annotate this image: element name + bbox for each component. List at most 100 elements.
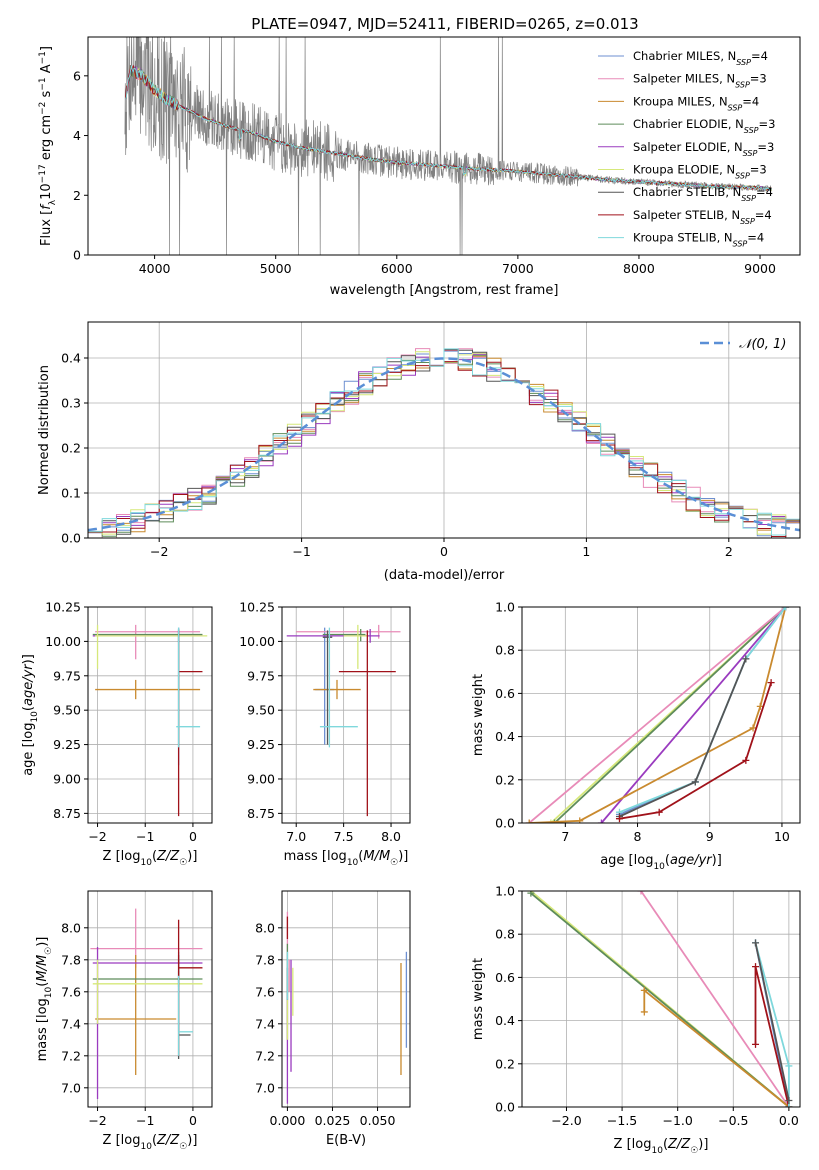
x-tick-label: 0.025 bbox=[315, 1113, 351, 1128]
model-spectrum-kroupa-stelib bbox=[125, 65, 773, 191]
x-axis-label: Z [log10(Z/Z☉)] bbox=[103, 849, 198, 868]
spectrum-legend: Chabrier MILES, NSSP=4 Salpeter MILES, NS… bbox=[598, 49, 775, 248]
x-tick-label: 8.0 bbox=[381, 829, 401, 844]
y-tick-label: 7.6 bbox=[255, 984, 275, 999]
mass-weight-marker bbox=[550, 819, 558, 823]
y-tick-label: 7.2 bbox=[61, 1048, 81, 1063]
mass-weight-marker bbox=[525, 819, 533, 823]
y-tick-label: 7.0 bbox=[61, 1080, 81, 1095]
x-tick-label: 9 bbox=[706, 829, 714, 844]
errorbar-salpeter-stelib bbox=[177, 630, 203, 817]
mass-weight-marker bbox=[752, 963, 760, 971]
x-axis-label: mass [log10(M/M☉)] bbox=[284, 849, 409, 868]
mass-weight-marker bbox=[637, 891, 645, 895]
errorbar-kroupa-miles bbox=[313, 679, 361, 700]
axes-frame bbox=[521, 890, 801, 1108]
figure-title: PLATE=0947, MJD=52411, FIBERID=0265, z=0… bbox=[251, 15, 638, 33]
y-tick-label: 0.0 bbox=[495, 1100, 515, 1115]
errorbar-salpeter-miles bbox=[296, 624, 401, 639]
residual-hist-kroupa-stelib bbox=[88, 348, 800, 536]
x-tick-label: 0 bbox=[189, 1113, 197, 1128]
legend-entry-kroupa-miles: Kroupa MILES, NSSP=4 bbox=[633, 94, 759, 112]
axes-frame bbox=[281, 890, 411, 1108]
y-tick-label: 0.6 bbox=[495, 970, 515, 985]
y-axis-label: Flux [fλ10−17 erg cm−2 s−1 A−1] bbox=[38, 46, 58, 246]
x-tick-label: 4000 bbox=[139, 261, 171, 276]
y-tick-label: 7.4 bbox=[61, 1016, 81, 1031]
x-tick-label: 0 bbox=[189, 829, 197, 844]
legend-entry-kroupa-stelib: Kroupa STELIB, NSSP=4 bbox=[633, 231, 764, 249]
y-axis-label: age [log10(age/yr)] bbox=[21, 654, 40, 776]
mass-weight-line-salpeter-stelib bbox=[619, 682, 772, 820]
y-tick-label: 7.2 bbox=[255, 1048, 275, 1063]
mass-weight-line-chabrier-stelib bbox=[619, 658, 747, 818]
x-axis-label: (data-model)/error bbox=[384, 568, 505, 583]
y-tick-label: 1.0 bbox=[495, 884, 515, 899]
x-tick-label: 7.5 bbox=[334, 829, 354, 844]
y-tick-label: 0.3 bbox=[61, 396, 81, 411]
errorbar-salpeter-elodie bbox=[92, 947, 203, 1099]
y-tick-label: 8.0 bbox=[255, 920, 275, 935]
x-tick-label: −2.0 bbox=[551, 1113, 581, 1128]
age-vs-mass-plot-area bbox=[286, 624, 401, 817]
massweight-vs-age-axes bbox=[522, 606, 800, 824]
legend-entry-chabrier-miles: Chabrier MILES, NSSP=4 bbox=[633, 49, 768, 67]
errorbar-kroupa-miles bbox=[95, 679, 201, 700]
x-tick-label: 0.050 bbox=[360, 1113, 396, 1128]
x-axis-label: E(B-V) bbox=[326, 1133, 366, 1148]
y-tick-label: 9.25 bbox=[247, 737, 275, 752]
legend-entry-salpeter-elodie: Salpeter ELODIE, NSSP=3 bbox=[633, 140, 774, 158]
x-tick-label: −2 bbox=[88, 829, 106, 844]
y-axis-label: mass [log10(M/M☉)] bbox=[35, 937, 54, 1062]
legend-entry-salpeter-stelib: Salpeter STELIB, NSSP=4 bbox=[633, 208, 772, 226]
x-axis-label: wavelength [Angstrom, rest frame] bbox=[330, 283, 559, 298]
mass-weight-marker bbox=[752, 1040, 760, 1048]
spectrum-frame: 4000 5000 6000 7000 8000 9000 0 2 4 6 Chabrier MIL… bbox=[38, 36, 801, 298]
y-axis-label: mass weight bbox=[471, 674, 486, 756]
y-tick-label: 0.1 bbox=[61, 486, 81, 501]
mass-weight-marker bbox=[742, 756, 750, 764]
axes-frame bbox=[87, 606, 213, 824]
x-tick-label: 0.0 bbox=[779, 1113, 799, 1128]
y-tick-label: 9.50 bbox=[53, 703, 81, 718]
y-tick-label: 0.4 bbox=[495, 729, 515, 744]
x-axis-label: Z [log10(Z/Z☉)] bbox=[614, 1137, 709, 1156]
y-tick-label: 0.4 bbox=[495, 1013, 515, 1028]
errorbar-chabrier-elodie bbox=[92, 629, 203, 642]
y-tick-label: 0.8 bbox=[495, 643, 515, 658]
x-axis-label: Z [log10(Z/Z☉)] bbox=[103, 1133, 198, 1152]
y-tick-label: 7.8 bbox=[61, 952, 81, 967]
y-tick-label: 0.8 bbox=[495, 927, 515, 942]
legend-entry-salpeter-miles: Salpeter MILES, NSSP=3 bbox=[633, 72, 767, 90]
y-axis-label: mass weight bbox=[471, 958, 486, 1040]
legend-entry-chabrier-elodie: Chabrier ELODIE, NSSP=3 bbox=[633, 117, 775, 135]
x-tick-label: 7 bbox=[561, 829, 569, 844]
x-tick-label: 0.000 bbox=[270, 1113, 306, 1128]
y-tick-label: 6 bbox=[73, 68, 81, 83]
residuals-axes bbox=[88, 322, 800, 539]
errorbar-salpeter-stelib bbox=[338, 630, 396, 817]
mass-weight-marker bbox=[576, 817, 584, 823]
mass-weight-marker bbox=[640, 986, 648, 994]
errorbar-kroupa-elodie bbox=[95, 624, 208, 669]
spectrum-plot-area bbox=[124, 37, 773, 255]
y-tick-label: 0.0 bbox=[61, 531, 81, 546]
mass-vs-Z-frame: −2 −1 0 7.0 7.2 7.4 7.6 7.8 8.0 Z [log10(Z/Z☉)] ma… bbox=[35, 890, 213, 1152]
mass-weight-line-salpeter-elodie bbox=[600, 607, 787, 823]
y-tick-label: 0.0 bbox=[495, 816, 515, 831]
x-tick-label: −1.5 bbox=[607, 1113, 637, 1128]
x-tick-label: 10 bbox=[774, 829, 790, 844]
residuals-frame: −2 −1 0 1 2 0.0 0.1 0.2 0.3 0.4 𝒩(0, 1) (data-model… bbox=[37, 321, 801, 583]
y-tick-label: 9.75 bbox=[247, 668, 275, 683]
x-tick-label: −1.0 bbox=[663, 1113, 693, 1128]
y-tick-label: 1.0 bbox=[495, 600, 515, 615]
mass-weight-line-salpeter-stelib bbox=[754, 966, 790, 1107]
y-axis-label: Normed distribution bbox=[37, 365, 52, 495]
x-tick-label: 8 bbox=[634, 829, 642, 844]
errorbar-kroupa-miles bbox=[95, 955, 177, 1075]
x-tick-label: 8000 bbox=[623, 261, 655, 276]
y-tick-label: 0.4 bbox=[61, 351, 81, 366]
mass-weight-marker bbox=[615, 815, 623, 823]
y-tick-label: 9.00 bbox=[53, 771, 81, 786]
y-tick-label: 8.0 bbox=[61, 920, 81, 935]
